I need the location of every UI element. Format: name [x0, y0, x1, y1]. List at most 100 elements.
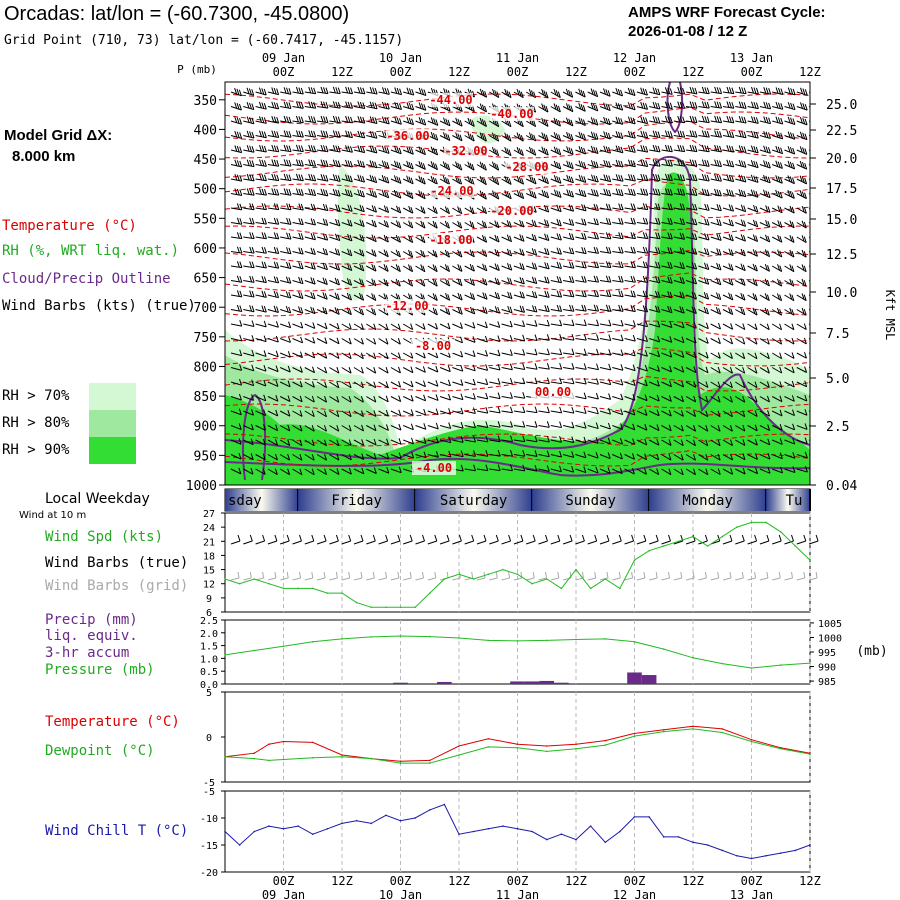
wind-barb — [513, 262, 525, 271]
legend-pressure: Pressure (mb) — [45, 662, 155, 678]
wind-barb-flag — [728, 130, 732, 138]
wind-barb — [796, 190, 807, 200]
wind-barb — [341, 323, 352, 330]
wind-barb-flag — [347, 233, 351, 241]
wind-barb — [476, 306, 488, 315]
wind-barb-flag — [481, 191, 485, 199]
wind-barb-flag — [276, 116, 280, 124]
wind-barb — [255, 144, 267, 153]
wind-barb-flag — [630, 246, 634, 253]
wind-barb-flag — [559, 362, 563, 370]
wind-barb — [304, 381, 315, 388]
wind-barb — [722, 219, 734, 227]
wind-barb-staff — [402, 251, 413, 258]
wind-barb — [341, 278, 353, 286]
wind-barb — [489, 132, 500, 142]
wind-barb-staff — [280, 338, 291, 343]
wind-barb — [759, 130, 771, 139]
wind-barb-flag — [485, 421, 489, 428]
wind-barb-staff — [599, 222, 611, 225]
wind-barb-flag — [347, 116, 351, 123]
wind-barb-flag — [384, 161, 388, 168]
wind-barb — [575, 88, 586, 98]
wind-barb-flag — [300, 189, 304, 196]
wind-barb-flag — [509, 377, 513, 385]
wind-barb-flag — [571, 377, 575, 384]
isotherm — [225, 106, 810, 125]
wind-barb-flag — [669, 145, 673, 152]
wind-barb — [710, 101, 723, 109]
wind-barb-staff — [329, 280, 340, 286]
wind-barb-flag — [300, 131, 304, 138]
wind-barb-flag — [434, 178, 438, 185]
wind-barb-staff — [575, 352, 587, 356]
wind-barb-flag — [373, 352, 377, 359]
wind-barb-staff — [366, 265, 377, 272]
wind-barb — [243, 145, 255, 153]
wind-barb-staff — [427, 425, 439, 430]
wind-barb-flag — [238, 452, 242, 460]
wind-barb-flag — [430, 131, 434, 139]
wind-barb — [612, 319, 624, 327]
wind-barb — [796, 160, 808, 170]
wind-barb-flag — [360, 396, 364, 403]
wind-barb-flag — [348, 424, 352, 432]
wind-barb-flag — [350, 116, 354, 124]
wind-barb-flag — [608, 305, 612, 312]
wind-barb — [243, 438, 254, 446]
wind-barb-staff — [612, 323, 624, 327]
wind-barb — [243, 102, 255, 111]
wind-barb — [501, 248, 513, 257]
wind-barb — [329, 292, 340, 301]
wind-barb-staff — [624, 251, 636, 254]
wind-barb — [722, 307, 734, 316]
wind-barb-flag — [583, 261, 587, 269]
wind-barb-flag — [373, 265, 377, 272]
wind-barb-staff — [538, 410, 550, 414]
wind-barb-staff — [612, 338, 624, 342]
wind-barb-staff — [353, 323, 364, 331]
wind-barb-staff — [452, 294, 463, 301]
wind-barb-staff — [402, 236, 413, 243]
wind-barb-staff — [267, 265, 279, 269]
wind-barb-staff — [230, 338, 242, 342]
wind-barb-flag — [262, 468, 266, 475]
forecast-cycle-value: 2026-01-08 / 12 Z — [628, 23, 748, 40]
wind-barb-flag — [645, 247, 649, 254]
wind-barb — [402, 323, 414, 331]
wind-barb — [759, 160, 771, 169]
wind-barb — [784, 352, 795, 359]
wind-barb — [366, 174, 378, 184]
wind-barb — [575, 319, 587, 327]
wind-barb-flag — [738, 86, 742, 94]
wind-barb-flag — [397, 352, 401, 359]
wind-barb-flag — [285, 291, 289, 298]
wind-barb-flag — [472, 378, 476, 386]
wind-barb — [575, 204, 587, 212]
wind-barb-flag — [496, 135, 500, 142]
wind-barb-flag — [373, 453, 377, 460]
wind-barb-staff — [366, 367, 376, 374]
wind-barb-flag — [596, 304, 600, 312]
wind-barb-staff — [390, 338, 401, 345]
wind-barb — [489, 88, 500, 98]
wind-barb-flag — [386, 176, 390, 184]
wind-barb-flag — [249, 203, 253, 210]
wind-barb — [390, 220, 402, 229]
wind-barb — [267, 468, 278, 476]
wind-barb-flag — [263, 350, 267, 357]
wind-barb-staff — [378, 222, 389, 228]
wind-barb — [329, 410, 340, 418]
wind-barb-flag — [249, 131, 253, 138]
wind-barb-flag — [593, 246, 597, 254]
wind-barb — [243, 394, 255, 401]
wind-barb-staff — [267, 454, 278, 461]
wind-barb — [538, 305, 550, 313]
wind-barb — [439, 292, 451, 301]
wind-barb-flag — [471, 134, 475, 142]
wind-barb-staff — [378, 309, 389, 316]
wind-barb-flag — [813, 88, 815, 94]
wind-barb-staff — [476, 396, 488, 400]
wind-barb — [575, 174, 587, 183]
wind-barb-staff — [280, 323, 291, 329]
